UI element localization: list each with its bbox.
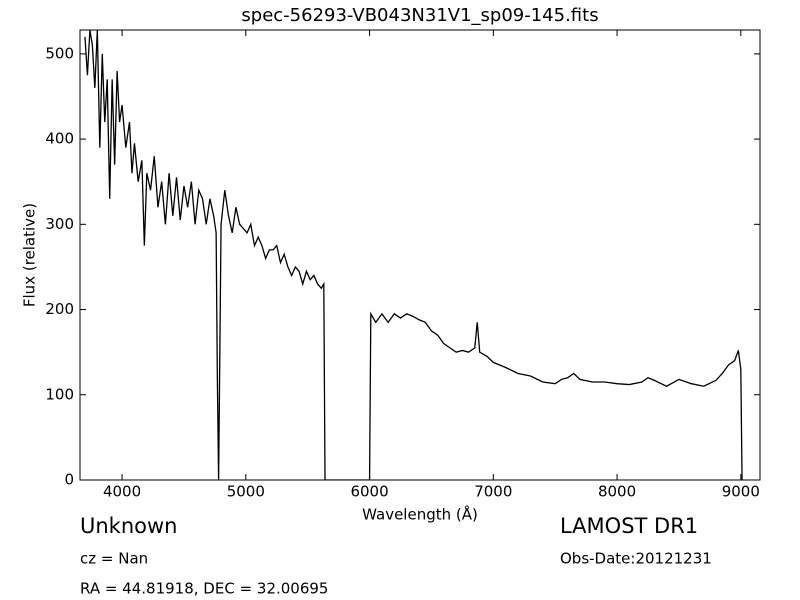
y-tick-label: 200 [45,300,74,318]
y-tick-label: 100 [45,385,74,403]
annotation: Unknown [80,514,177,538]
plot-frame [79,29,761,481]
annotation: LAMOST DR1 [560,514,698,538]
chart-title: spec-56293-VB043N31V1_sp09-145.fits [241,5,598,26]
x-tick-label: 8000 [598,483,636,501]
annotation: cz = Nan [80,550,148,568]
y-tick-label: 500 [45,44,74,62]
y-tick-label: 0 [64,471,74,489]
annotation: Obs-Date:20121231 [560,550,712,568]
annotation: RA = 44.81918, DEC = 32.00695 [80,580,328,598]
y-tick-label: 300 [45,215,74,233]
x-axis-label: Wavelength (Å) [362,505,478,524]
y-axis-label: Flux (relative) [21,203,39,307]
x-tick-label: 5000 [227,483,265,501]
x-tick-label: 7000 [474,483,512,501]
x-tick-label: 6000 [350,483,388,501]
x-tick-label: 9000 [722,483,760,501]
y-tick-label: 400 [45,130,74,148]
spectrum-line [84,30,743,480]
x-tick-label: 4000 [103,483,141,501]
